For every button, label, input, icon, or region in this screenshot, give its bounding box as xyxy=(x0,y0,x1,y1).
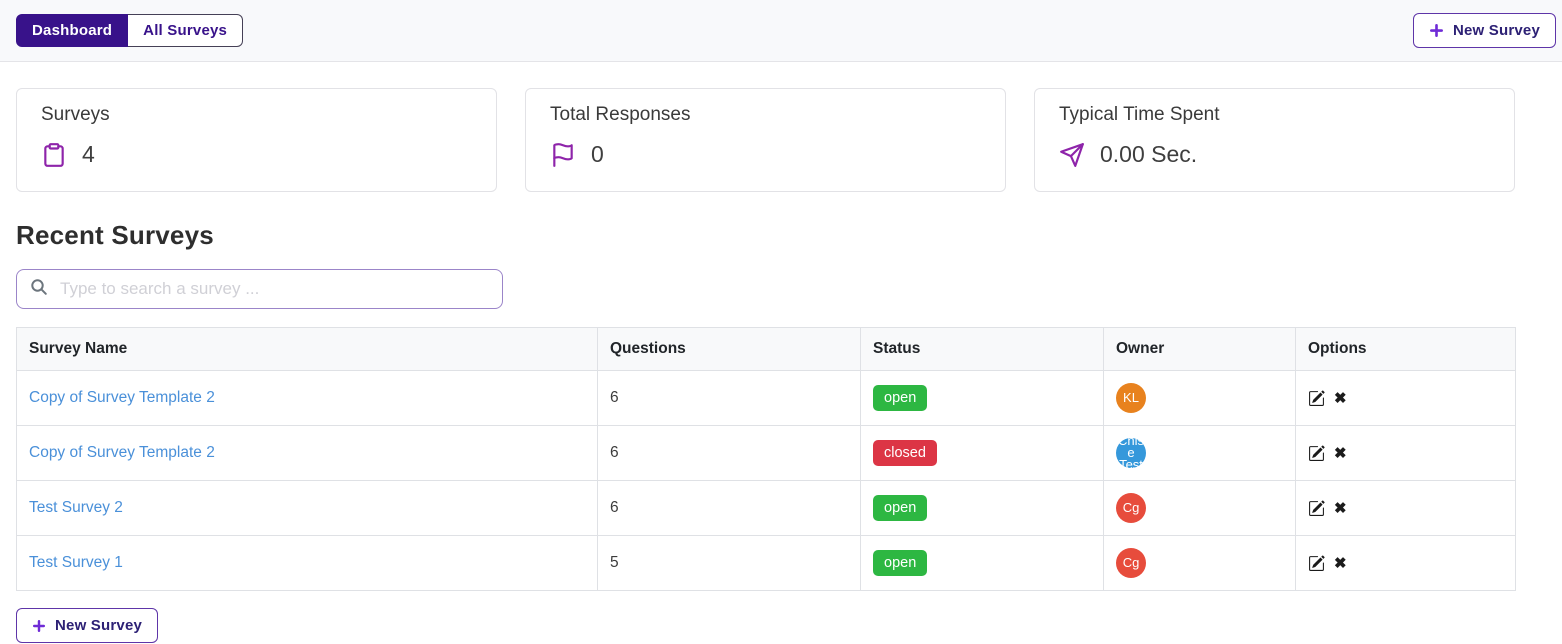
table-row: Copy of Survey Template 2 6 closed Chise… xyxy=(16,425,1516,481)
status-badge: open xyxy=(873,549,928,577)
plus-icon xyxy=(32,619,46,633)
search-icon xyxy=(30,278,48,301)
stat-value: 0 xyxy=(591,141,604,167)
clipboard-icon xyxy=(41,142,67,168)
table-row: Copy of Survey Template 2 6 open KL ✖ xyxy=(16,370,1516,426)
survey-link[interactable]: Copy of Survey Template 2 xyxy=(29,444,215,461)
top-bar: Dashboard All Surveys New Survey xyxy=(0,0,1562,62)
stat-card-total-responses: Total Responses 0 xyxy=(525,88,1006,192)
questions-cell: 6 xyxy=(597,480,861,536)
col-header-questions: Questions xyxy=(597,327,861,371)
status-badge: closed xyxy=(873,439,937,467)
delete-icon[interactable]: ✖ xyxy=(1334,444,1347,462)
edit-icon[interactable] xyxy=(1308,500,1325,517)
new-survey-button-top[interactable]: New Survey xyxy=(1412,13,1556,48)
delete-icon[interactable]: ✖ xyxy=(1334,554,1347,572)
avatar: Cg xyxy=(1116,493,1146,523)
table-header-row: Survey Name Questions Status Owner Optio… xyxy=(16,327,1516,371)
survey-link[interactable]: Test Survey 2 xyxy=(29,499,123,516)
status-badge: open xyxy=(873,494,928,522)
avatar: KL xyxy=(1116,383,1146,413)
search-input[interactable] xyxy=(58,278,489,300)
status-badge: open xyxy=(873,384,928,412)
new-survey-label: New Survey xyxy=(1452,22,1540,39)
delete-icon[interactable]: ✖ xyxy=(1334,389,1347,407)
new-survey-button-bottom[interactable]: New Survey xyxy=(16,608,159,643)
new-survey-label: New Survey xyxy=(55,617,143,634)
survey-search[interactable] xyxy=(16,269,503,309)
table-row: Test Survey 1 5 open Cg ✖ xyxy=(16,535,1516,591)
delete-icon[interactable]: ✖ xyxy=(1334,499,1347,517)
stat-cards: Surveys 4 Total Responses 0 Typical Ti xyxy=(0,62,1562,192)
stat-value: 0.00 Sec. xyxy=(1100,141,1198,167)
view-switcher: Dashboard All Surveys xyxy=(16,14,244,47)
stat-value: 4 xyxy=(82,141,95,167)
flag-icon xyxy=(550,142,576,168)
questions-cell: 5 xyxy=(597,535,861,591)
col-header-options: Options xyxy=(1295,327,1516,371)
questions-cell: 6 xyxy=(597,425,861,481)
stat-title: Typical Time Spent xyxy=(1059,104,1220,125)
survey-link[interactable]: Test Survey 1 xyxy=(29,554,123,571)
edit-icon[interactable] xyxy=(1308,445,1325,462)
avatar: Chise Test xyxy=(1116,438,1146,468)
avatar: Cg xyxy=(1116,548,1146,578)
edit-icon[interactable] xyxy=(1308,555,1325,572)
col-header-owner: Owner xyxy=(1103,327,1296,371)
questions-cell: 6 xyxy=(597,370,861,426)
table-row: Test Survey 2 6 open Cg ✖ xyxy=(16,480,1516,536)
stat-title: Surveys xyxy=(41,104,110,125)
tab-all-surveys[interactable]: All Surveys xyxy=(128,14,244,47)
stat-title: Total Responses xyxy=(550,104,691,125)
col-header-survey-name: Survey Name xyxy=(16,327,598,371)
table-body: Copy of Survey Template 2 6 open KL ✖ Co… xyxy=(16,370,1516,591)
col-header-status: Status xyxy=(860,327,1104,371)
stat-card-surveys: Surveys 4 xyxy=(16,88,497,192)
surveys-table: Survey Name Questions Status Owner Optio… xyxy=(16,327,1516,591)
survey-link[interactable]: Copy of Survey Template 2 xyxy=(29,389,215,406)
send-icon xyxy=(1059,142,1085,168)
edit-icon[interactable] xyxy=(1308,390,1325,407)
plus-icon xyxy=(1429,23,1444,38)
stat-card-typical-time: Typical Time Spent 0.00 Sec. xyxy=(1034,88,1515,192)
recent-surveys-heading: Recent Surveys xyxy=(16,220,214,250)
tab-dashboard[interactable]: Dashboard xyxy=(16,14,129,47)
